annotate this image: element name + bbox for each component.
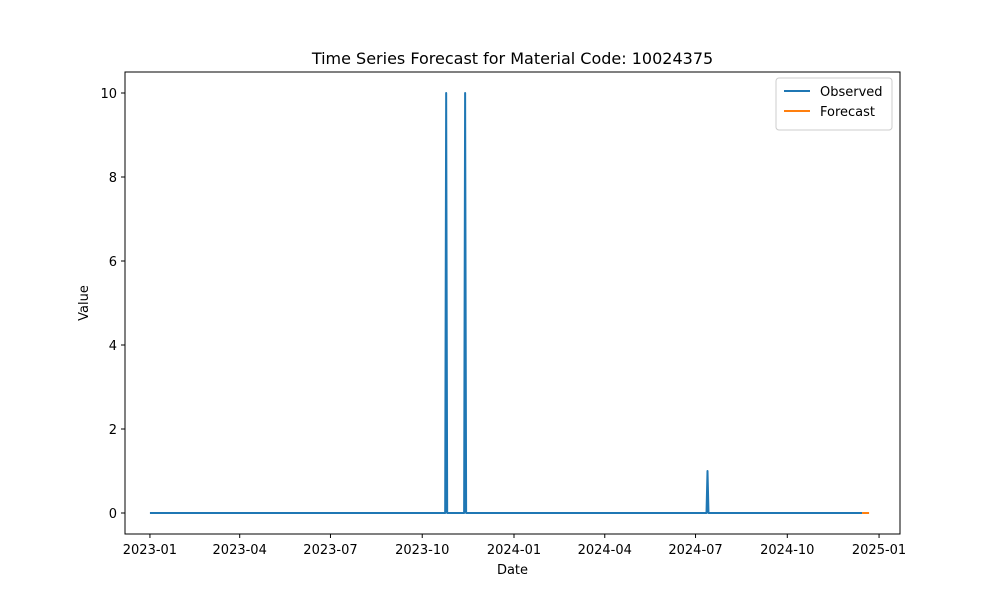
plot-area-frame (124, 71, 901, 535)
x-tick-label: 2023-10 (395, 543, 449, 558)
y-tick-label: 0 (109, 507, 117, 522)
y-axis-title: Value (77, 285, 92, 321)
x-tick-label: 2023-04 (213, 543, 267, 558)
x-tick-label: 2024-04 (578, 543, 632, 558)
x-tick-label: 2023-01 (123, 543, 177, 558)
x-axis-title: Date (497, 563, 528, 578)
x-tick-label: 2024-01 (487, 543, 541, 558)
chart-title: Time Series Forecast for Material Code: … (311, 49, 713, 68)
y-tick-label: 4 (109, 339, 117, 354)
x-tick-label: 2025-01 (852, 543, 906, 558)
y-tick-label: 8 (109, 171, 117, 186)
legend: Observed Forecast (775, 77, 893, 131)
x-tick-label: 2024-10 (760, 543, 814, 558)
legend-label-observed: Observed (820, 85, 883, 100)
series-layer (149, 92, 870, 514)
x-axis: 2023-01 2023-04 2023-07 2023-10 2024-01 2024-… (123, 534, 906, 558)
x-tick-label: 2023-07 (303, 543, 357, 558)
y-tick-label: 6 (109, 255, 117, 270)
x-tick-label: 2024-07 (668, 543, 722, 558)
y-axis: 0 2 4 6 8 10 (100, 87, 125, 522)
series-line-observed (149, 92, 863, 514)
y-tick-label: 2 (109, 423, 117, 438)
y-tick-label: 10 (100, 87, 117, 102)
legend-label-forecast: Forecast (820, 105, 875, 120)
